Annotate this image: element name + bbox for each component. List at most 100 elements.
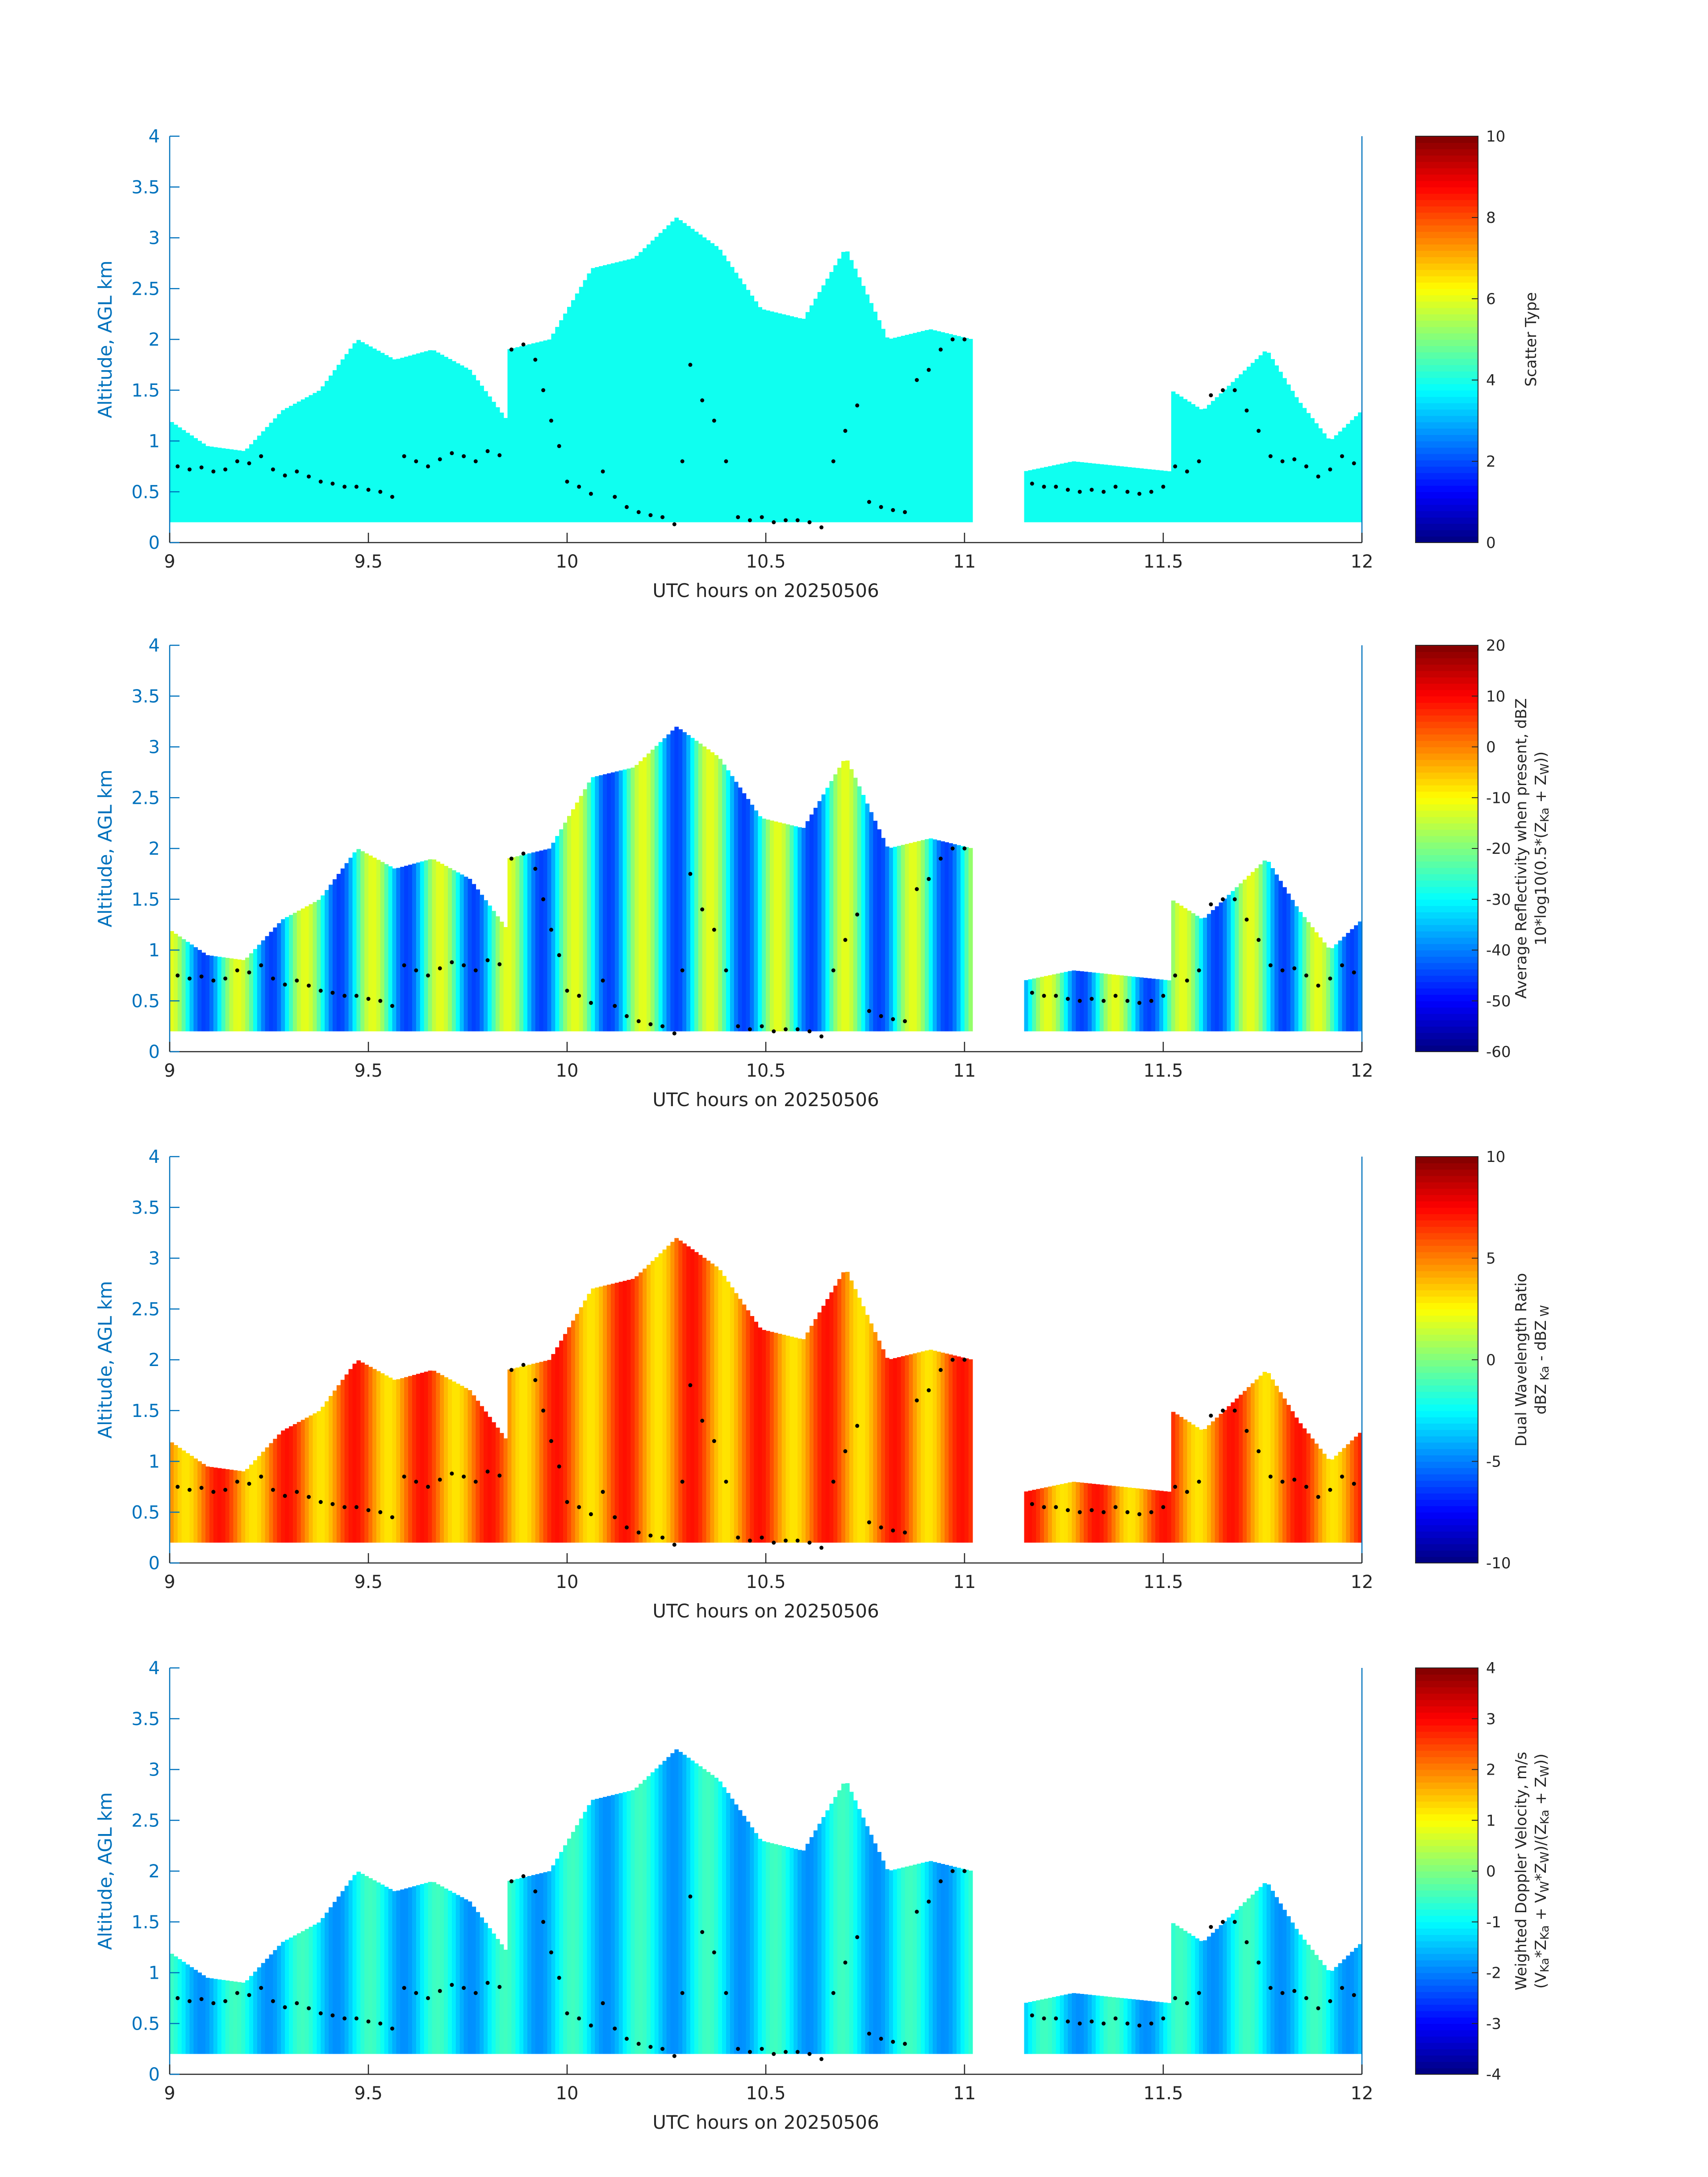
dot-marker: [950, 1869, 955, 1873]
echo-column: [1127, 976, 1132, 1032]
dot-marker: [855, 912, 860, 917]
dot-marker: [247, 461, 251, 465]
echo-column: [809, 814, 814, 1032]
colorbar-swatch: [1416, 1442, 1478, 1449]
echo-column: [1187, 1933, 1192, 2054]
dot-marker: [915, 1398, 919, 1403]
colorbar-swatch: [1416, 798, 1478, 805]
echo-column: [543, 1872, 548, 2054]
dot-marker: [390, 2027, 394, 2031]
dot-marker: [549, 1439, 553, 1443]
echo-column: [1235, 378, 1239, 522]
echo-column: [901, 1867, 906, 2054]
echo-column: [213, 1467, 218, 1543]
echo-column: [559, 320, 564, 522]
echo-column: [1048, 975, 1052, 1032]
echo-column: [865, 294, 870, 522]
colorbar-swatch: [1416, 428, 1478, 435]
colorbar-swatch: [1416, 855, 1478, 862]
echo-column: [547, 1871, 552, 2054]
echo-column: [1326, 1970, 1331, 2054]
echo-column: [841, 1272, 846, 1543]
echo-column: [825, 788, 830, 1032]
echo-column: [173, 425, 178, 522]
echo-column: [225, 1469, 230, 1543]
dot-marker: [1113, 1505, 1118, 1509]
colorbar-swatch: [1416, 250, 1478, 257]
echo-column: [1155, 979, 1160, 1032]
x-tick-label: 11: [953, 552, 976, 572]
x-tick-label: 10.5: [746, 1061, 785, 1081]
echo-column: [1258, 864, 1263, 1032]
colorbar-swatch: [1416, 1544, 1478, 1551]
colorbar-swatch: [1416, 1738, 1478, 1745]
echo-column: [793, 1849, 798, 2054]
echo-column: [515, 1367, 520, 1543]
x-tick-label: 12: [1351, 552, 1374, 572]
echo-column: [193, 1458, 198, 1543]
echo-column: [968, 848, 973, 1032]
echo-column: [201, 1464, 206, 1543]
echo-column: [269, 422, 274, 522]
dot-marker: [223, 467, 228, 472]
echo-column: [901, 1356, 906, 1543]
dot-marker: [318, 2011, 323, 2015]
echo-column: [781, 823, 786, 1032]
echo-column: [595, 1799, 599, 2054]
colorbar-swatch: [1416, 709, 1478, 716]
dot-marker: [700, 907, 705, 911]
echo-column: [555, 1347, 560, 1543]
echo-column: [285, 408, 289, 522]
echo-column: [913, 333, 917, 522]
dot-marker: [497, 1473, 502, 1478]
echo-column: [738, 1810, 743, 2054]
echo-field: [170, 1749, 1362, 2054]
echo-column: [750, 296, 755, 522]
echo-column: [440, 1375, 444, 1543]
echo-column: [380, 862, 385, 1032]
colorbar-swatch: [1416, 161, 1478, 168]
dot-marker: [211, 1490, 216, 1494]
echo-column: [173, 1956, 178, 2054]
echo-column: [205, 446, 210, 522]
colorbar-swatch: [1416, 1328, 1478, 1335]
colorbar-label: Dual Wavelength Ratio: [1512, 1273, 1530, 1447]
echo-column: [1330, 1971, 1335, 2054]
echo-column: [229, 449, 234, 522]
dot-marker: [318, 1500, 323, 1504]
colorbar-swatch: [1416, 772, 1478, 779]
echo-column: [1350, 929, 1354, 1032]
echo-column: [968, 1870, 973, 2054]
echo-column: [913, 842, 917, 1032]
echo-column: [1159, 470, 1164, 522]
echo-column: [722, 765, 727, 1032]
echo-column: [802, 827, 806, 1032]
echo-column: [201, 953, 206, 1032]
echo-column: [873, 1332, 877, 1543]
echo-column: [1163, 471, 1168, 522]
dot-marker: [613, 1515, 617, 1520]
echo-column: [666, 225, 671, 522]
dot-marker: [354, 485, 359, 489]
colorbar-swatch: [1416, 829, 1478, 836]
colorbar-swatch: [1416, 263, 1478, 270]
echo-column: [249, 953, 254, 1032]
dot-marker: [712, 418, 716, 423]
colorbar-swatch: [1416, 1207, 1478, 1214]
echo-column: [885, 1358, 889, 1543]
echo-column: [1314, 1955, 1319, 2054]
dot-marker: [1209, 393, 1213, 397]
echo-column: [527, 1876, 532, 2054]
colorbar-swatch: [1416, 415, 1478, 422]
dot-marker: [819, 1546, 824, 1550]
echo-column: [618, 1793, 623, 2054]
colorbar-swatch: [1416, 1833, 1478, 1840]
colorbar-swatch: [1416, 759, 1478, 766]
colorbar-swatch: [1416, 307, 1478, 314]
x-tick-label: 9: [164, 552, 175, 572]
echo-column: [329, 376, 333, 522]
echo-column: [468, 1390, 472, 1543]
echo-column: [448, 1890, 452, 2054]
echo-column: [714, 1266, 718, 1543]
echo-column: [1227, 894, 1232, 1032]
